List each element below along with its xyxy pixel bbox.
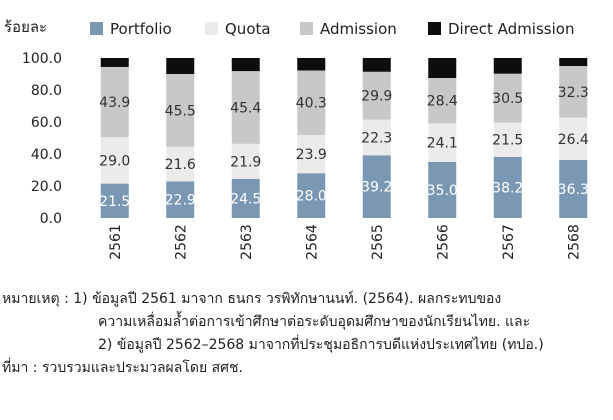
bar-segment-quota [100,137,129,184]
note-label: หมายเหตุ : [2,291,69,307]
bar-segment-quota [231,143,260,179]
x-tick-label: 2567 [501,224,517,260]
stacked-bar-chart: ร้อยละ Portfolio Quota Admission Direct Adm… [4,18,589,260]
data-label: 22.9 [165,193,196,209]
bar-segment-portfolio [428,162,457,218]
note-text-2: ความเหลื่อมล้ำต่อการเข้าศึกษาต่อระดับอุด… [98,314,531,330]
note-line-1: หมายเหตุ : 1) ข้อมูลปี 2561 มาจาก ธนกร ว… [2,288,612,311]
bar-segment-portfolio [559,159,588,218]
bar-segment-direct-admission [297,58,326,71]
legend-swatch-direct-admission [428,22,441,35]
legend-swatch-portfolio [90,22,103,35]
bars [100,58,588,218]
y-tick-label: 0.0 [40,211,62,227]
legend-label-admission: Admission [320,20,397,38]
legend-label-portfolio: Portfolio [110,20,172,38]
data-label: 32.3 [558,85,589,101]
data-label: 24.1 [427,136,458,152]
legend: Portfolio Quota Admission Direct Admission [90,20,574,38]
source-label: ที่มา : [2,360,38,376]
bar-segment-portfolio [362,155,391,218]
data-label: 21.5 [492,133,523,149]
y-tick-label: 40.0 [31,147,62,163]
data-label: 38.2 [492,180,523,196]
data-label: 30.5 [492,91,523,107]
source-line: ที่มา : รวบรวมและประมวลผลโดย สศช. [2,357,612,380]
bar-segment-portfolio [100,183,129,218]
data-label: 26.4 [558,132,589,148]
bar-segment-quota [559,117,588,160]
bar-segment-admission [428,78,457,124]
note-line-3: 2) ข้อมูลปี 2562–2568 มาจากที่ประชุมอธิก… [2,334,612,357]
bar-segment-admission [297,70,326,135]
data-label: 28.4 [427,94,458,110]
data-label: 21.5 [99,194,130,210]
data-labels: 21.5 29.0 43.9 22.9 21.6 45.5 24.5 21.9 45.4 28.0… [99,85,589,210]
data-label: 40.3 [296,96,327,112]
note-line-2: ความเหลื่อมล้ำต่อการเข้าศึกษาต่อระดับอุด… [2,311,612,334]
data-label: 36.3 [558,182,589,198]
data-label: 24.5 [230,191,261,207]
bar-segment-admission [559,66,588,118]
bar-segment-direct-admission [100,58,129,67]
legend-swatch-admission [300,22,313,35]
data-label: 28.0 [296,189,327,205]
bar-segment-direct-admission [559,58,588,66]
y-axis: 0.0 20.0 40.0 60.0 80.0 100.0 [22,51,62,227]
data-label: 39.2 [361,180,392,196]
bar-segment-portfolio [297,173,326,218]
x-tick-label: 2565 [370,224,386,260]
data-label: 22.3 [361,130,392,146]
y-tick-label: 80.0 [31,83,62,99]
legend-label-direct-admission: Direct Admission [448,20,574,38]
data-label: 21.9 [230,154,261,170]
data-label: 35.0 [427,183,458,199]
legend-label-quota: Quota [225,20,271,38]
data-label: 29.0 [99,153,130,169]
source-text: รวบรวมและประมวลผลโดย สศช. [41,360,243,376]
bar-segment-portfolio [493,156,522,218]
legend-swatch-quota [205,22,218,35]
chart-notes: หมายเหตุ : 1) ข้อมูลปี 2561 มาจาก ธนกร ว… [2,288,612,380]
bar-segment-admission [231,71,260,144]
note-text-1: 1) ข้อมูลปี 2561 มาจาก ธนกร วรพิทักษานนท… [73,291,502,307]
data-label: 21.6 [165,157,196,173]
bar-segment-direct-admission [231,58,260,72]
x-tick-label: 2568 [566,224,582,260]
bar-segment-portfolio [166,181,195,218]
x-tick-label: 2563 [239,224,255,260]
note-text-3: 2) ข้อมูลปี 2562–2568 มาจากที่ประชุมอธิก… [98,337,544,353]
data-label: 45.4 [230,100,261,116]
bar-segment-admission [100,66,129,138]
bar-segment-direct-admission [428,58,457,78]
data-label: 45.5 [165,103,196,119]
bar-segment-admission [493,73,522,123]
bar-segment-portfolio [231,178,260,218]
bar-segment-admission [362,71,391,120]
bar-segment-quota [493,122,522,157]
bar-segment-quota [297,134,326,174]
x-tick-label: 2561 [108,224,124,260]
data-label: 29.9 [361,89,392,105]
x-axis: 2561 2562 2563 2564 2565 2566 2567 2568 [108,224,583,260]
bar-segment-direct-admission [166,58,195,74]
bar-segment-quota [428,123,457,162]
y-tick-label: 100.0 [22,51,62,67]
x-tick-label: 2562 [173,224,189,260]
data-label: 43.9 [99,95,130,111]
x-tick-label: 2566 [435,224,451,260]
bar-segment-quota [362,119,391,156]
y-axis-label: ร้อยละ [4,18,47,36]
bar-segment-direct-admission [362,58,391,72]
bar-segment-quota [166,146,195,182]
bar-segment-admission [166,74,195,147]
bar-segment-direct-admission [493,58,522,74]
y-tick-label: 60.0 [31,115,62,131]
x-tick-label: 2564 [304,224,320,260]
y-tick-label: 20.0 [31,179,62,195]
data-label: 23.9 [296,147,327,163]
